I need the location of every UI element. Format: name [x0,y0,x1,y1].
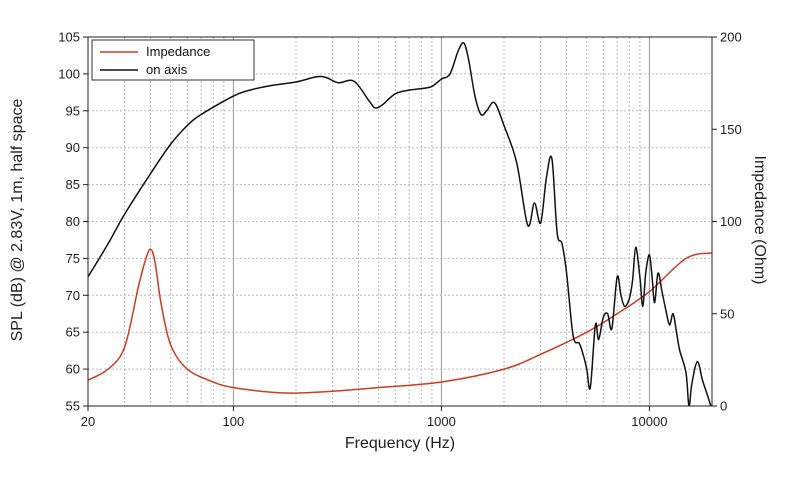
x-tick-label: 20 [81,414,95,429]
y-tick-label: 65 [66,325,80,340]
grid [88,37,712,406]
legend-box [91,39,255,81]
legend: Impedance on axis [91,39,255,81]
legend-label-impedance: Impedance [146,44,210,59]
y2-tick-label: 100 [720,214,742,229]
y-tick-label: 95 [66,103,80,118]
legend-label-on-axis: on axis [146,62,188,77]
x-tick-label: 1000 [427,414,456,429]
y2-axis-title: Impedance (Ohm) [751,156,768,285]
y-tick-label: 100 [58,66,80,81]
ticks: 20 100 1000 10000 55 60 65 70 75 80 85 90 95 100 105 0 5… [58,30,741,430]
y-tick-label: 75 [66,251,80,266]
y2-tick-label: 0 [720,399,727,414]
y-tick-label: 80 [66,214,80,229]
x-axis-title: Frequency (Hz) [345,435,455,452]
y-tick-label: 55 [66,399,80,414]
y-tick-label: 85 [66,177,80,192]
y-tick-label: 90 [66,140,80,155]
curves [88,41,712,406]
series-line-on-axis [88,41,712,406]
x-tick-label: 10000 [631,414,667,429]
y2-tick-label: 50 [720,306,734,321]
x-tick-label: 100 [223,414,245,429]
y-tick-label: 60 [66,362,80,377]
y2-tick-label: 150 [720,122,742,137]
y2-tick-label: 200 [720,30,742,45]
y-tick-label: 105 [58,30,80,45]
series-line-impedance [88,248,712,394]
y-tick-label: 70 [66,288,80,303]
y-axis-title: SPL (dB) @ 2.83V, 1m, half space [9,99,26,342]
